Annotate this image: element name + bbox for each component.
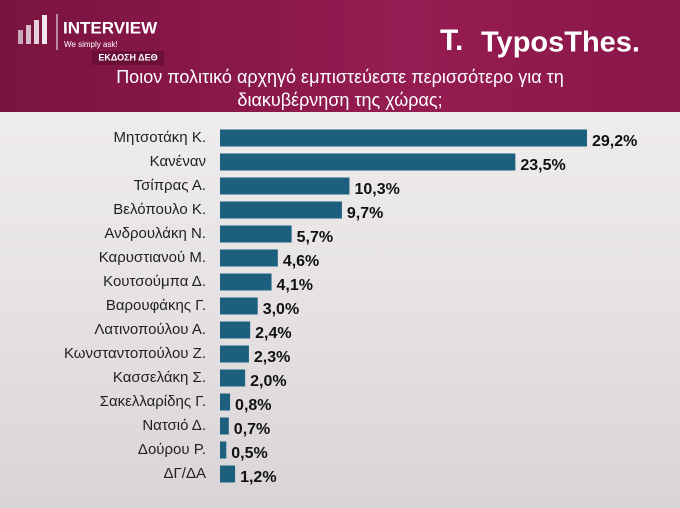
value-label: 2,4% (255, 325, 291, 342)
bar (220, 441, 227, 459)
category-label: Μητσοτάκη Κ. (113, 129, 206, 146)
value-label: 3,0% (263, 301, 299, 318)
category-label: Βελόπουλο Κ. (113, 201, 206, 218)
logo-bar (34, 20, 39, 44)
tagline: We simply ask! (64, 40, 118, 49)
category-label: Τσίπρας Α. (134, 177, 206, 194)
value-label: 1,2% (240, 469, 276, 486)
value-label: 0,5% (231, 445, 267, 462)
bar (220, 369, 246, 387)
chart-title: Ποιον πολιτικό αρχηγό εμπιστεύεστε περισ… (116, 67, 564, 110)
category-label: Ανδρουλάκη Ν. (104, 225, 206, 242)
edition: ΕΚΔΟΣΗ ΔΕΘ (98, 52, 157, 62)
bar (220, 177, 350, 195)
bar (220, 417, 229, 435)
brand: INTERVIEW (63, 18, 158, 37)
logo-bar (26, 25, 31, 44)
bar (220, 321, 251, 339)
value-label: 2,3% (254, 349, 290, 366)
logo-bar (42, 15, 47, 44)
category-label: Δούρου Ρ. (138, 441, 206, 458)
bar (220, 249, 278, 267)
value-label: 9,7% (347, 205, 383, 222)
category-label: ΔΓ/ΔΑ (164, 465, 206, 482)
bar (220, 129, 587, 147)
category-label: Νατσιό Δ. (142, 417, 206, 434)
logo-bar (18, 30, 23, 44)
bar (220, 345, 249, 363)
category-label: Κασσελάκη Σ. (113, 369, 206, 386)
category-label: Κουτσούμπα Δ. (103, 273, 206, 290)
bar (220, 465, 236, 483)
category-label: Κωνσταντοπούλου Ζ. (64, 345, 206, 362)
category-label: Βαρουφάκης Γ. (106, 297, 206, 314)
bar (220, 201, 342, 219)
bar (220, 153, 516, 171)
bar (220, 297, 258, 315)
category-label: Καρυστιανού Μ. (99, 249, 206, 266)
value-label: 5,7% (297, 229, 333, 246)
logo-mark: T. (440, 24, 463, 57)
value-label: 4,1% (277, 277, 313, 294)
value-label: 23,5% (520, 157, 565, 174)
bar (220, 393, 231, 411)
category-label: Σακελλαρίδης Γ. (100, 393, 206, 410)
value-label: 4,6% (283, 253, 319, 270)
bar (220, 225, 292, 243)
interview-logo: INTERVIEW We simply ask! ΕΚΔΟΣΗ ΔΕΘ (18, 14, 164, 65)
value-label: 2,0% (250, 373, 286, 390)
logo-text: TyposThes. (481, 27, 640, 59)
value-label: 0,7% (234, 421, 270, 438)
category-label: Κανέναν (150, 153, 206, 170)
value-label: 10,3% (354, 181, 399, 198)
value-label: 0,8% (235, 397, 271, 414)
bar (220, 273, 272, 291)
category-label: Λατινοπούλου Α. (94, 321, 206, 338)
edition-badge (92, 51, 164, 65)
value-label: 29,2% (592, 133, 637, 150)
